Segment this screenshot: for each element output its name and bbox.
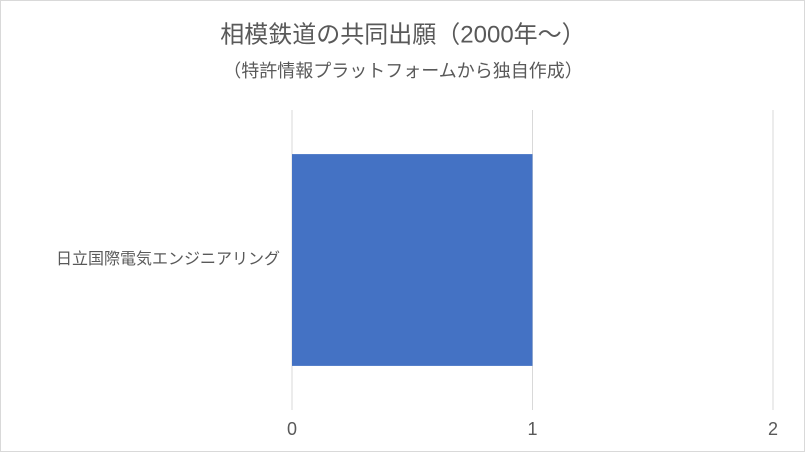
x-tick-label: 2 <box>768 419 778 439</box>
chart-subtitle: （特許情報プラットフォームから独自作成） <box>223 61 582 81</box>
chart-title: 相模鉄道の共同出願（2000年～） <box>220 21 585 48</box>
y-tick-label: 日立国際電気エンジニアリング <box>56 250 280 268</box>
x-tick-label: 0 <box>287 419 297 439</box>
bar <box>292 154 533 366</box>
x-tick-label: 1 <box>527 419 537 439</box>
